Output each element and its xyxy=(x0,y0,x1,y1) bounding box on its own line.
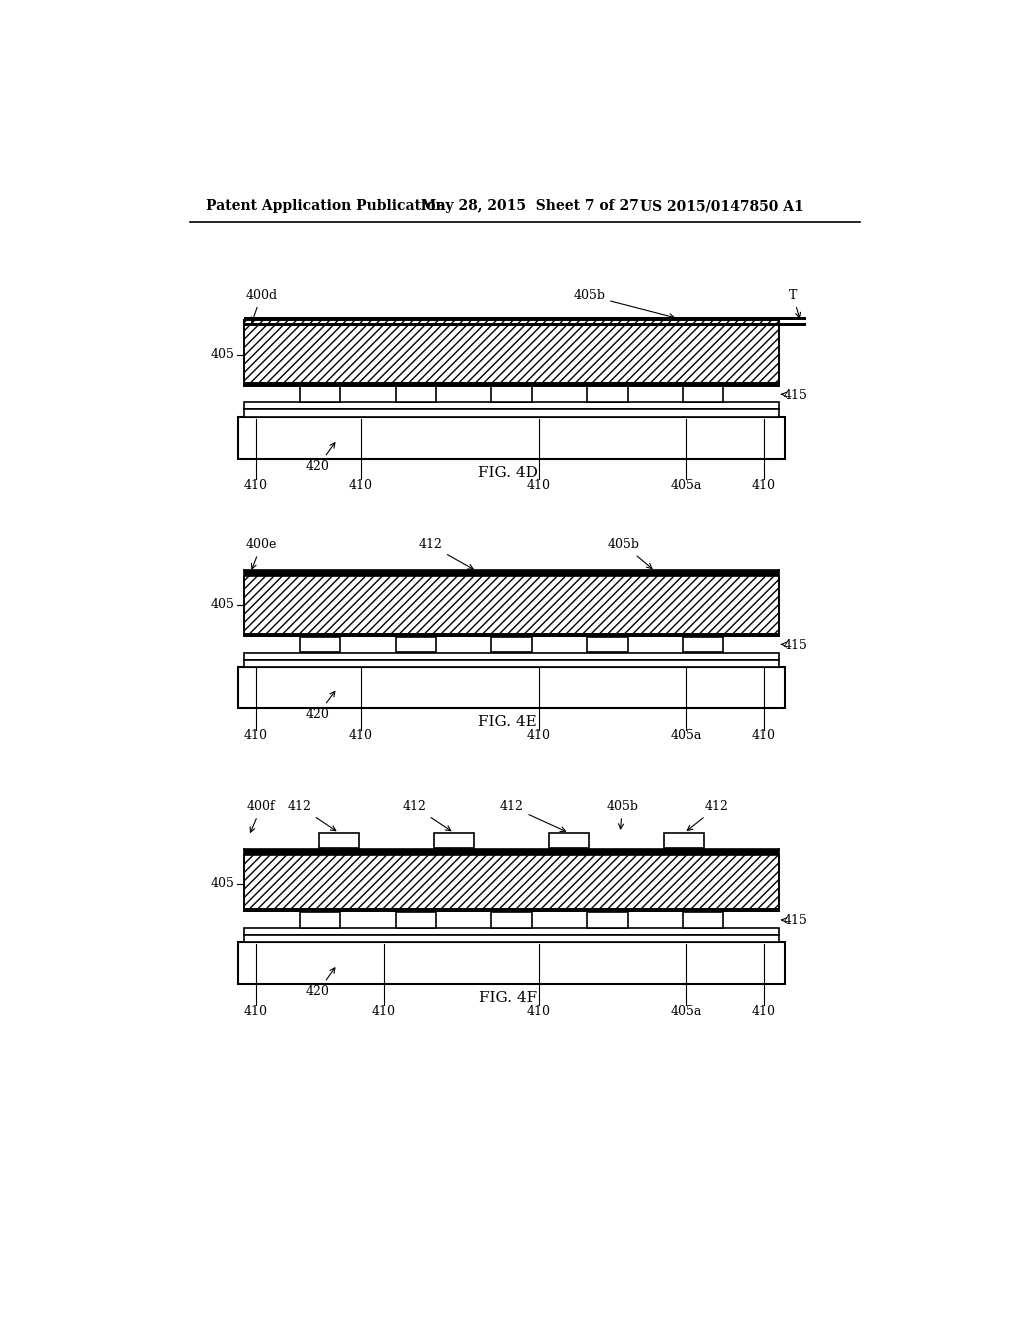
Text: 415: 415 xyxy=(781,915,808,927)
Bar xyxy=(245,323,806,326)
Text: 410: 410 xyxy=(752,1005,775,1018)
Bar xyxy=(245,576,779,636)
Text: 405b: 405b xyxy=(608,539,652,569)
Text: 405: 405 xyxy=(211,878,234,890)
Text: 410: 410 xyxy=(752,479,775,492)
Bar xyxy=(245,908,779,911)
Text: 405a: 405a xyxy=(671,1005,701,1018)
Bar xyxy=(238,942,785,983)
Text: 412: 412 xyxy=(288,800,336,830)
Bar xyxy=(245,632,779,636)
Text: 412: 412 xyxy=(402,800,451,830)
Bar xyxy=(245,383,779,387)
Bar xyxy=(300,387,340,401)
Bar xyxy=(300,636,340,652)
Bar xyxy=(245,634,779,636)
Text: 400f: 400f xyxy=(247,800,275,833)
Text: 410: 410 xyxy=(526,730,551,742)
Text: 400e: 400e xyxy=(246,539,276,569)
Bar xyxy=(245,849,779,855)
Bar xyxy=(245,409,779,417)
Text: Patent Application Publication: Patent Application Publication xyxy=(206,199,445,213)
Text: 405a: 405a xyxy=(671,730,701,742)
Bar xyxy=(664,833,705,849)
Text: 400d: 400d xyxy=(245,289,278,322)
Bar xyxy=(395,636,436,652)
Bar xyxy=(245,321,779,385)
Text: 410: 410 xyxy=(372,1005,395,1018)
Text: FIG. 4F: FIG. 4F xyxy=(478,991,537,1005)
Text: 405b: 405b xyxy=(606,800,638,829)
Bar xyxy=(588,387,628,401)
Text: 420: 420 xyxy=(306,442,335,473)
Text: 420: 420 xyxy=(306,968,335,998)
Bar xyxy=(318,833,359,849)
Text: US 2015/0147850 A1: US 2015/0147850 A1 xyxy=(640,199,803,213)
Text: 410: 410 xyxy=(752,730,775,742)
Text: 415: 415 xyxy=(781,639,808,652)
Text: 412: 412 xyxy=(419,539,473,569)
Bar xyxy=(492,912,531,928)
Bar xyxy=(245,570,779,576)
Bar xyxy=(245,317,779,321)
Text: May 28, 2015  Sheet 7 of 27: May 28, 2015 Sheet 7 of 27 xyxy=(421,199,639,213)
Text: 405: 405 xyxy=(211,598,234,611)
Text: 410: 410 xyxy=(244,1005,268,1018)
Bar xyxy=(245,928,779,936)
Bar xyxy=(683,636,724,652)
Bar xyxy=(245,317,806,321)
Text: 410: 410 xyxy=(526,479,551,492)
Bar xyxy=(245,909,779,912)
Bar xyxy=(238,667,785,708)
Bar xyxy=(588,912,628,928)
Bar xyxy=(245,383,779,385)
Text: 415: 415 xyxy=(781,389,808,403)
Bar xyxy=(395,387,436,401)
Bar xyxy=(395,912,436,928)
Text: FIG. 4D: FIG. 4D xyxy=(478,466,538,479)
Bar xyxy=(492,636,531,652)
Bar xyxy=(245,403,779,409)
Bar xyxy=(492,387,531,401)
Bar xyxy=(588,636,628,652)
Bar xyxy=(245,653,779,660)
Text: FIG. 4E: FIG. 4E xyxy=(478,715,538,729)
Text: 410: 410 xyxy=(348,479,373,492)
Text: 405: 405 xyxy=(211,348,234,362)
Bar xyxy=(238,417,785,459)
Text: 412: 412 xyxy=(500,800,565,832)
Text: 410: 410 xyxy=(244,730,268,742)
Bar xyxy=(245,936,779,942)
Text: 412: 412 xyxy=(687,800,729,830)
Bar xyxy=(549,833,589,849)
Bar xyxy=(245,855,779,911)
Bar xyxy=(245,660,779,667)
Text: 405a: 405a xyxy=(671,479,701,492)
Text: 410: 410 xyxy=(348,730,373,742)
Text: T: T xyxy=(788,289,801,318)
Bar xyxy=(434,833,474,849)
Text: 410: 410 xyxy=(526,1005,551,1018)
Text: 420: 420 xyxy=(306,692,335,721)
Text: 405b: 405b xyxy=(573,289,675,318)
Bar xyxy=(300,912,340,928)
Text: 410: 410 xyxy=(244,479,268,492)
Bar xyxy=(683,387,724,401)
Bar xyxy=(683,912,724,928)
